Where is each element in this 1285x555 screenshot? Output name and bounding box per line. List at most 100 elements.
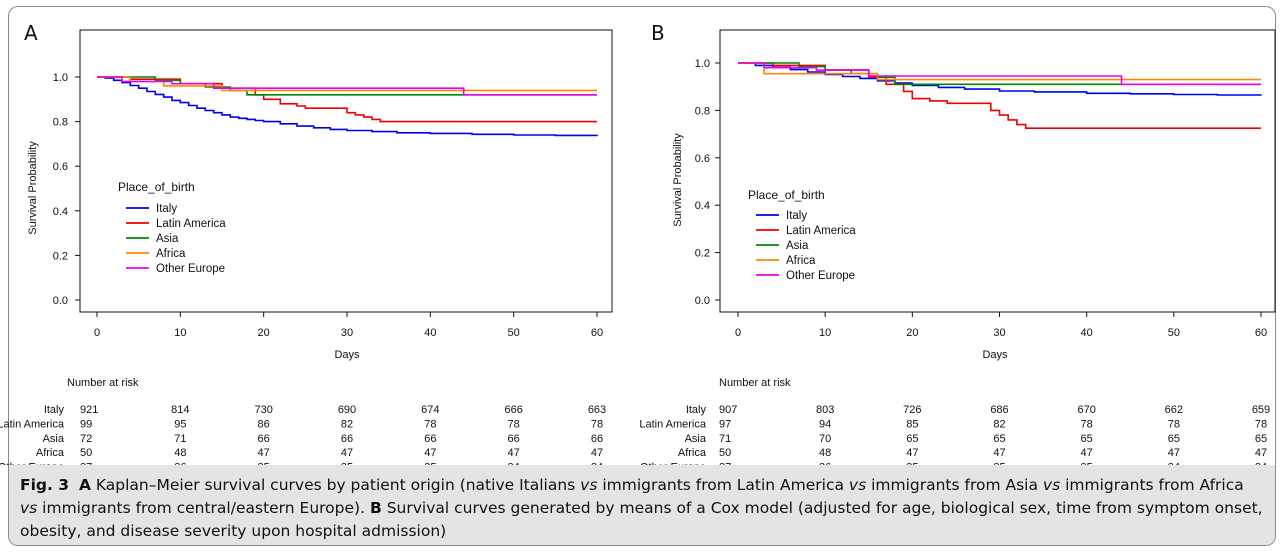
legend-item: Italy [786, 210, 807, 222]
caption-text: immigrants from Africa [1060, 476, 1244, 494]
risk-row-label: Latin America [0, 418, 65, 430]
risk-value: 47 [1081, 447, 1093, 459]
legend-item: Latin America [156, 218, 226, 230]
legend-item: Africa [156, 248, 186, 260]
x-tick-label: 30 [341, 327, 353, 339]
legend-item: Other Europe [786, 270, 855, 282]
caption-text: Survival curves generated by means of a … [20, 499, 1263, 540]
y-tick-label: 0.2 [695, 248, 710, 260]
caption-box [9, 465, 1275, 545]
x-tick-label: 30 [993, 327, 1005, 339]
risk-value: 65 [1255, 433, 1267, 445]
risk-value: 690 [338, 404, 356, 416]
risk-value: 78 [508, 418, 520, 430]
chart-panel-b: B 0.0 0.2 0.4 0.6 0.8 1.0 0 10 20 30 40 50 60 Survival… [639, 21, 1276, 465]
risk-table-title: Number at risk [719, 377, 791, 389]
risk-value: 65 [906, 433, 918, 445]
risk-value: 47 [906, 447, 918, 459]
risk-value: 78 [424, 418, 436, 430]
risk-value: 95 [174, 418, 186, 430]
risk-value: 50 [719, 447, 731, 459]
x-axis-label: Days [334, 349, 360, 361]
risk-value: 686 [990, 404, 1008, 416]
survival-charts: A 0.0 0.2 0.4 0.6 0.8 1.0 0 10 20 30 40 50 60 Survival… [0, 21, 1276, 465]
x-tick-label: 10 [819, 327, 831, 339]
x-tick-label: 20 [258, 327, 270, 339]
plot-area-border [79, 29, 613, 313]
risk-value: 50 [80, 447, 92, 459]
y-tick-label: 0.6 [53, 161, 68, 173]
y-axis-label: Survival Probability [672, 133, 684, 227]
risk-value: 36 [174, 462, 186, 465]
risk-value: 662 [1165, 404, 1183, 416]
risk-value: 78 [591, 418, 603, 430]
caption-text: immigrants from central/eastern Europe). [37, 499, 370, 517]
y-tick-label: 0.0 [695, 295, 710, 307]
caption-panel-b-label: B [369, 499, 382, 517]
caption-text: immigrants from Latin America [597, 476, 849, 494]
risk-value: 35 [341, 462, 353, 465]
y-tick-label: 0.4 [695, 200, 710, 212]
legend-item: Other Europe [156, 263, 225, 275]
y-tick-label: 1.0 [695, 58, 710, 70]
plot-area-border [719, 29, 1276, 313]
risk-value: 47 [258, 447, 270, 459]
risk-value: 803 [816, 404, 834, 416]
risk-row-label: Other Europe [0, 462, 64, 465]
risk-value: 71 [174, 433, 186, 445]
survival-curve-italy [97, 76, 598, 137]
risk-value: 71 [719, 433, 731, 445]
risk-row-label: Asia [43, 433, 65, 445]
survival-curve-asia [97, 76, 597, 96]
risk-value: 66 [258, 433, 270, 445]
risk-value: 47 [1255, 447, 1267, 459]
panel-letter: B [651, 21, 665, 45]
x-tick-label: 60 [1255, 327, 1267, 339]
survival-curve-africa [97, 76, 597, 92]
risk-table-title: Number at risk [67, 377, 139, 389]
x-tick-label: 0 [735, 327, 741, 339]
risk-value: 65 [1168, 433, 1180, 445]
risk-row-label: Africa [678, 447, 707, 459]
risk-value: 86 [258, 418, 270, 430]
risk-value: 35 [424, 462, 436, 465]
risk-value: 78 [1168, 418, 1180, 430]
y-tick-label: 0.8 [53, 117, 68, 129]
x-tick-label: 50 [1168, 327, 1180, 339]
risk-value: 907 [719, 404, 737, 416]
risk-value: 82 [993, 418, 1005, 430]
caption-vs: vs [848, 476, 867, 494]
risk-value: 726 [903, 404, 921, 416]
risk-value: 97 [719, 418, 731, 430]
risk-value: 36 [819, 462, 831, 465]
y-tick-label: 0.4 [53, 206, 68, 218]
risk-value: 35 [258, 462, 270, 465]
risk-value: 730 [254, 404, 272, 416]
risk-value: 47 [1168, 447, 1180, 459]
legend-item: Asia [786, 240, 809, 252]
risk-value: 921 [80, 404, 98, 416]
risk-value: 663 [588, 404, 606, 416]
chart-panel-a: A 0.0 0.2 0.4 0.6 0.8 1.0 0 10 20 30 40 50 60 Survival… [0, 21, 613, 465]
caption-text: Kaplan–Meier survival curves by patient … [90, 476, 581, 494]
risk-value: 37 [80, 462, 92, 465]
legend-title: Place_of_birth [118, 180, 195, 194]
legend-item: Latin America [786, 225, 856, 237]
risk-value: 47 [508, 447, 520, 459]
risk-value: 47 [341, 447, 353, 459]
risk-value: 666 [504, 404, 522, 416]
risk-value: 99 [80, 418, 92, 430]
risk-value: 65 [1081, 433, 1093, 445]
risk-row-label: Africa [36, 447, 65, 459]
risk-value: 66 [341, 433, 353, 445]
caption-panel-a-label: A [78, 476, 91, 494]
risk-value: 65 [993, 433, 1005, 445]
y-axis-label: Survival Probability [27, 141, 39, 235]
legend-item: Italy [156, 203, 177, 215]
risk-row-label: Asia [685, 433, 707, 445]
y-tick-label: 1.0 [53, 72, 68, 84]
risk-value: 85 [906, 418, 918, 430]
x-tick-label: 20 [906, 327, 918, 339]
x-axis-label: Days [982, 349, 1008, 361]
x-tick-label: 60 [591, 327, 603, 339]
